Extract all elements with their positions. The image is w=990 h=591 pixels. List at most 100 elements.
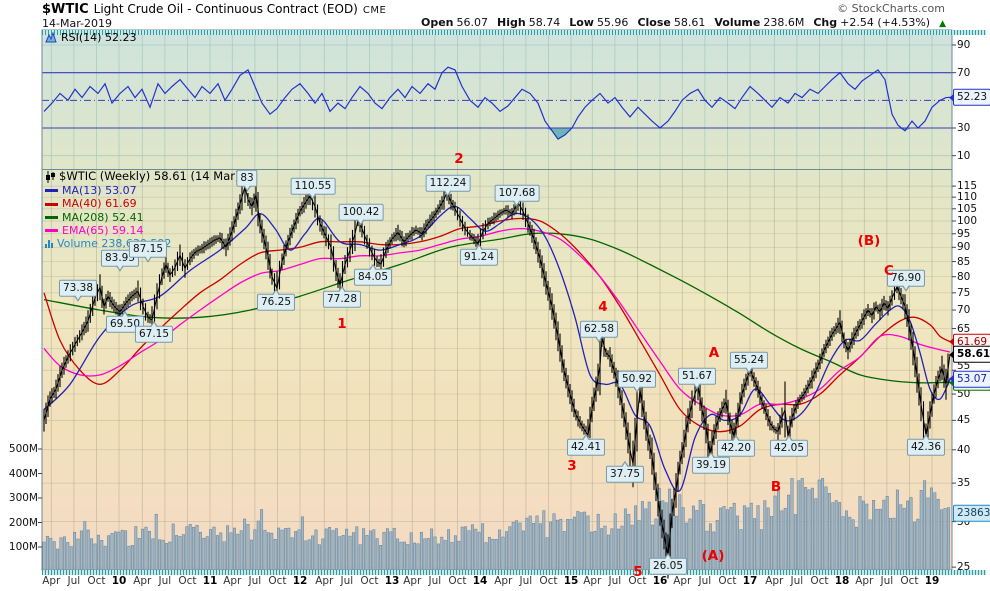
price-axis-label: 50 [957, 388, 971, 401]
wave-annotation-A: A [708, 345, 720, 361]
x-axis-year-label: 15 [563, 575, 579, 587]
price-callout-76.25: 76.25 [256, 288, 296, 311]
x-axis-year-label: 14 [472, 575, 488, 587]
x-axis-month-label: Oct [178, 575, 197, 587]
volume-current-box: 238630 [953, 504, 990, 522]
volume-axis-label: 200M [8, 516, 38, 529]
price-axis-label: 100 [957, 214, 978, 227]
x-axis-year-label: 17 [742, 575, 758, 587]
x-axis-year-label: 11 [202, 575, 218, 587]
candlestick-icon [46, 170, 55, 183]
price-axis-label: 65 [957, 322, 971, 335]
x-axis-month-label: Apr [42, 575, 61, 587]
price-callout-73.38: 73.38 [58, 279, 98, 301]
main-legend: $WTIC (Weekly) 58.61 (14 Mar) MA(13) 53.… [45, 169, 240, 250]
x-axis-month-label: Jul [608, 575, 622, 587]
symbol: $WTIC [42, 2, 89, 17]
chart-date: 14-Mar-2019 [42, 17, 112, 30]
x-axis-month-label: Jul [158, 575, 172, 587]
quote-high: High 58.74 [497, 16, 561, 29]
price-callout-83: 83 [236, 169, 258, 191]
x-axis-month-label: Oct [448, 575, 467, 587]
price-axis-label: 35 [957, 477, 971, 490]
x-axis-month-label: Apr [673, 575, 692, 587]
price-callout-67.15: 67.15 [134, 320, 174, 343]
quote-open: Open 56.07 [420, 16, 489, 29]
main-title-text: $WTIC (Weekly) 58.61 (14 Mar) [59, 169, 240, 183]
price-callout-100.42: 100.42 [338, 203, 384, 225]
bottom-tick-strip [42, 570, 986, 575]
price-callout-110.55: 110.55 [290, 177, 336, 199]
axis-box-arrow-icon [949, 350, 954, 359]
top-tick-strip [42, 30, 986, 35]
price-callout-42.20: 42.20 [716, 434, 756, 457]
price-callout-76.90: 76.90 [886, 269, 926, 291]
price-axis-label: 70 [957, 304, 971, 317]
x-axis-month-label: Apr [765, 575, 784, 587]
legend-label: MA(208) 52.41 [62, 210, 144, 224]
legend-item-3: EMA(65) 59.14 [45, 224, 239, 237]
change-up-arrow-icon: ▲ [939, 19, 946, 29]
wave-annotation-(A): (A) [701, 548, 725, 564]
exchange: CME [362, 5, 387, 16]
legend-label: EMA(65) 59.14 [62, 223, 144, 237]
x-axis-year-label: 10 [111, 575, 127, 587]
rsi-mountain-icon [45, 31, 57, 42]
legend-rows: MA(13) 53.07 MA(40) 61.69 MA(208) 52.41 EMA… [45, 184, 239, 250]
rsi-title-text: RSI(14) 52.23 [61, 31, 137, 44]
price-callout-51.67: 51.67 [677, 367, 717, 389]
x-axis-month-label: Jul [67, 575, 81, 587]
quote-line: Open 56.07 High 58.74 Low 55.96 Close 58.61 Volu… [421, 16, 946, 29]
volume-axis-label: 400M [8, 467, 38, 480]
wave-annotation-B: B [770, 479, 782, 495]
x-axis-year-label: 16 [652, 575, 668, 587]
price-callout-69.50: 69.50 [105, 310, 145, 333]
price-callout-42.41: 42.41 [566, 433, 606, 456]
volume-axis-label: 300M [8, 492, 38, 504]
quote-volume: Volume 238.6M [714, 16, 805, 29]
rsi-axis-label: 70 [957, 66, 971, 79]
price-line [43, 186, 951, 557]
price-callout-91.24: 91.24 [459, 243, 499, 266]
price-axis-label: 45 [957, 414, 971, 427]
instrument-name: Light Crude Oil - Continuous Contract (E… [93, 2, 358, 16]
x-axis-year-label: 13 [384, 575, 400, 587]
price-callout-42.36: 42.36 [906, 433, 946, 456]
legend-item-2: MA(208) 52.41 [45, 211, 239, 224]
price-callout-87.15: 87.15 [128, 240, 168, 262]
x-axis-month-label: Jul [248, 575, 262, 587]
axis-price-box-53.07: 53.07 [949, 370, 990, 388]
price-axis-label: 105 [957, 202, 978, 215]
x-axis-month-label: Oct [539, 575, 558, 587]
x-axis-month-label: Apr [583, 575, 602, 587]
rsi-axis-label: 30 [957, 122, 971, 134]
volume-bars-icon [45, 239, 53, 249]
rsi-panel-title: RSI(14) 52.23 [45, 31, 136, 44]
price-callout-112.24: 112.24 [425, 174, 471, 196]
quote-close: Close 58.61 [637, 16, 706, 29]
volume-axis-label: 100M [8, 541, 38, 553]
price-callout-55.24: 55.24 [729, 351, 769, 373]
axis-box-arrow-icon [949, 375, 954, 384]
x-axis-month-label: Apr [133, 575, 152, 587]
price-callout-107.68: 107.68 [494, 184, 540, 206]
x-axis-month-label: Jul [519, 575, 533, 587]
axis-price-box-58.61: 58.61 [949, 346, 990, 363]
main-panel-title: $WTIC (Weekly) 58.61 (14 Mar) [45, 169, 240, 183]
x-axis-month-label: Oct [718, 575, 737, 587]
x-axis-month-label: Oct [268, 575, 287, 587]
price-callout-42.05: 42.05 [769, 434, 809, 457]
wave-annotation-4: 4 [598, 299, 608, 315]
axis-box-arrow-icon [949, 337, 954, 346]
quote-low: Low 55.96 [569, 16, 629, 29]
axis-box-arrow-icon [949, 93, 954, 102]
volume-axis-label: 500M [8, 443, 38, 455]
price-axis-label: 85 [957, 255, 971, 268]
wave-annotation-C: C [884, 263, 894, 279]
price-axis-label: 25 [957, 561, 971, 574]
x-axis-month-label: Oct [87, 575, 106, 587]
price-candles [43, 170, 949, 579]
price-axis-label: 55 [957, 360, 971, 372]
